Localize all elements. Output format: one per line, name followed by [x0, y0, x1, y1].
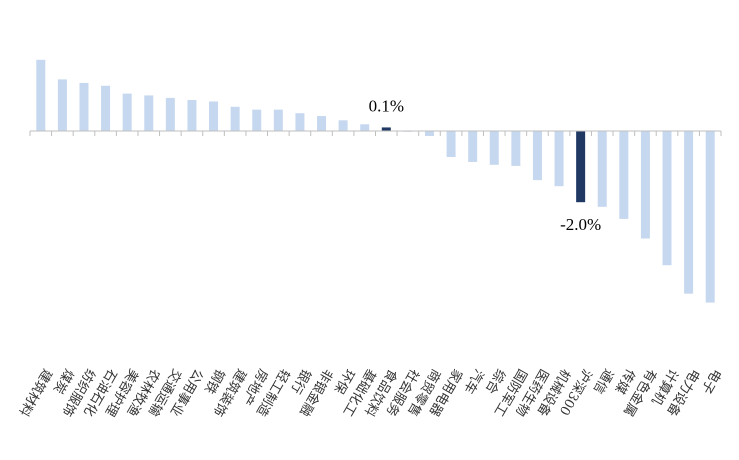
category-label: 通信	[590, 366, 616, 396]
bar-汽车	[468, 131, 478, 162]
bar-美容护理	[122, 93, 132, 131]
category-label: 电子	[698, 366, 724, 396]
bar-建筑装饰	[230, 106, 240, 131]
bar-房地产	[252, 109, 262, 131]
bar-电子	[705, 131, 715, 303]
bar-传媒	[619, 131, 629, 219]
bar-钢铁	[209, 101, 219, 131]
bar-通信	[597, 131, 607, 207]
bar-非银金融	[317, 116, 327, 131]
bar-国防军工	[511, 131, 521, 166]
bar-商贸零售	[424, 131, 434, 136]
x-axis-ticks	[29, 131, 722, 136]
category-label: 建筑材料	[15, 366, 55, 419]
bar-家用电器	[446, 131, 456, 157]
bars-group	[36, 59, 715, 303]
bar-交通运输	[165, 97, 175, 131]
data-label: 0.1%	[369, 96, 404, 115]
bar-有色金属	[640, 131, 650, 239]
bar-环保	[338, 120, 348, 131]
bar-煤炭	[57, 79, 67, 131]
bar-沪深300	[576, 131, 586, 203]
bar-建筑材料	[36, 59, 46, 131]
bar-计算机	[662, 131, 672, 266]
bar-石油石化	[101, 85, 111, 131]
bar-纺织服饰	[79, 82, 89, 131]
bar-综合	[489, 131, 499, 165]
bar-基础化工	[360, 124, 370, 131]
bar-电力设备	[684, 131, 694, 294]
data-label: -2.0%	[560, 215, 601, 234]
bar-食品饮料	[381, 127, 391, 131]
data-labels-group: 0.1% -2.0%	[369, 96, 602, 234]
bar-机械设备	[554, 131, 564, 187]
category-label: 汽车	[460, 366, 487, 397]
bar-轻工制造	[273, 109, 283, 131]
bar-医药生物	[532, 131, 542, 181]
bar-公用事业	[187, 100, 197, 131]
bar-银行	[295, 113, 305, 131]
bar-农林牧渔	[144, 95, 154, 131]
category-labels-group: 建筑材料煤炭纺织服饰石油石化美容护理农林牧渔交通运输公用事业钢铁建筑装饰房地产轻…	[15, 366, 723, 419]
